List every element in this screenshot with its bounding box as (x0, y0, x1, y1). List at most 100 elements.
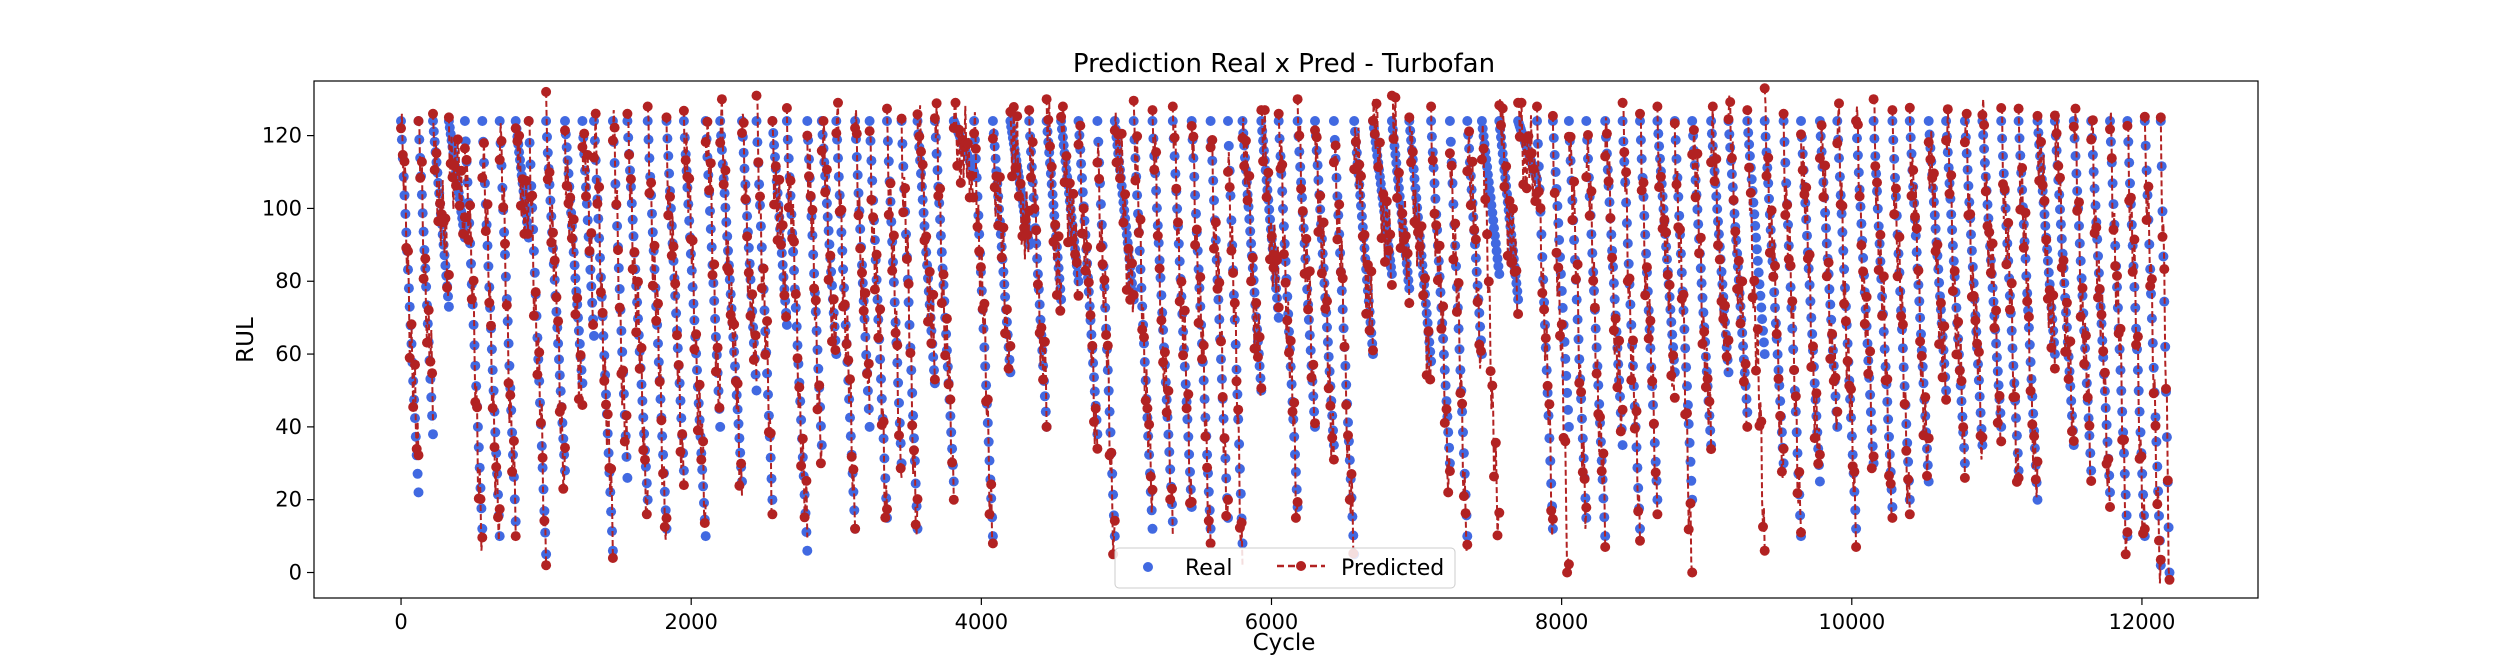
real-point (1294, 146, 1305, 157)
predicted-point (809, 283, 820, 294)
real-point (644, 153, 655, 164)
predicted-point (1133, 227, 1144, 238)
predicted-point (687, 235, 698, 246)
predicted-engine-run (1742, 105, 1770, 556)
predicted-point (666, 250, 677, 261)
real-point (473, 442, 484, 453)
real-point (1571, 294, 1582, 305)
real-point (919, 220, 930, 231)
predicted-point (750, 330, 761, 341)
predicted-point (1956, 376, 1967, 386)
predicted-point (599, 375, 610, 386)
predicted-point (1315, 190, 1326, 201)
real-point (1172, 203, 1183, 214)
predicted-point (1292, 94, 1303, 105)
predicted-point (1292, 497, 1303, 507)
predicted-point (1643, 333, 1654, 344)
real-point (1635, 523, 1645, 534)
predicted-point (1581, 172, 1592, 182)
predicted-point (1954, 365, 1965, 376)
predicted-point (714, 402, 725, 413)
predicted-point (1854, 191, 1865, 202)
predicted-point (936, 298, 947, 309)
predicted-point (1434, 240, 1445, 251)
predicted-point (1709, 176, 1720, 187)
predicted-point (1745, 187, 1756, 198)
real-point (813, 363, 824, 374)
predicted-line (756, 94, 774, 516)
predicted-point (1645, 315, 1656, 326)
predicted-point (740, 194, 751, 205)
real-point (570, 273, 581, 284)
predicted-point (1070, 249, 1081, 260)
real-point (1095, 199, 1106, 210)
real-point (1751, 232, 1761, 243)
predicted-point (451, 180, 461, 191)
real-point (686, 265, 697, 276)
predicted-point (1776, 466, 1787, 477)
real-point (477, 116, 488, 126)
predicted-engine-run (1186, 121, 1216, 549)
predicted-engine-run (2013, 103, 2043, 498)
real-point (1640, 229, 1651, 240)
real-point (1941, 116, 1952, 126)
predicted-point (1925, 154, 1936, 165)
real-point (486, 344, 497, 355)
predicted-point (910, 519, 921, 530)
predicted-point (707, 270, 718, 280)
predicted-point (2086, 476, 2097, 486)
predicted-point (1631, 406, 1642, 417)
predicted-point (418, 273, 429, 284)
real-point (2138, 489, 2149, 500)
real-point (2093, 251, 2103, 262)
predicted-point (890, 327, 901, 338)
predicted-point (1099, 274, 1110, 285)
predicted-engine-run (1205, 135, 1233, 522)
predicted-point (1381, 196, 1392, 207)
real-point (1147, 523, 1158, 534)
predicted-point (868, 212, 879, 223)
predicted-point (1723, 114, 1734, 125)
predicted-point (1636, 185, 1647, 196)
predicted-point (1228, 267, 1239, 278)
predicted-point (2084, 420, 2095, 431)
predicted-line (1277, 113, 1299, 519)
real-point (1996, 116, 2007, 126)
real-point (1472, 280, 1483, 291)
real-point (1606, 229, 1617, 240)
predicted-point (1455, 388, 1466, 399)
predicted-point (1977, 432, 1988, 443)
predicted-point (1031, 225, 1042, 236)
predicted-point (1115, 173, 1125, 184)
predicted-point (776, 239, 786, 250)
predicted-point (1278, 249, 1289, 260)
predicted-point (1563, 559, 1574, 570)
predicted-point (2017, 163, 2028, 173)
predicted-point (1273, 108, 1284, 119)
real-point (1511, 278, 1522, 289)
predicted-point (1432, 275, 1443, 286)
real-point (2107, 178, 2118, 189)
predicted-line (1800, 134, 1821, 464)
predicted-point (1476, 346, 1486, 356)
predicted-point (1589, 302, 1600, 313)
predicted-point (1366, 266, 1377, 277)
predicted-point (1567, 215, 1578, 225)
predicted-point (532, 369, 543, 380)
predicted-point (546, 237, 557, 248)
real-point (542, 147, 553, 158)
predicted-point (1244, 171, 1255, 181)
predicted-engine-run (1292, 94, 1320, 429)
real-point (801, 527, 812, 537)
real-point (781, 319, 792, 330)
real-point (1631, 442, 1642, 453)
predicted-engine-run (661, 112, 689, 491)
real-point (1878, 326, 1889, 337)
predicted-point (594, 182, 605, 192)
predicted-point (609, 122, 620, 133)
predicted-point (1614, 335, 1625, 346)
predicted-point (894, 430, 904, 441)
real-point (1966, 245, 1977, 256)
predicted-point (1782, 200, 1793, 210)
predicted-engine-run (1959, 108, 1988, 460)
